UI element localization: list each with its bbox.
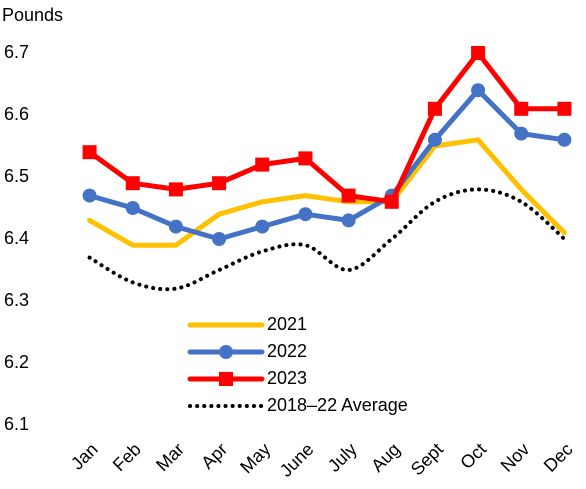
y-tick-label: 6.6: [4, 104, 29, 124]
data-point: [384, 194, 399, 209]
series-line: [87, 50, 567, 205]
data-point: [212, 176, 227, 191]
data-point: [471, 83, 486, 98]
x-tick-label: July: [324, 439, 361, 476]
legend-label: 2021: [267, 314, 307, 334]
x-tick-label: Nov: [497, 439, 534, 476]
data-point: [82, 145, 97, 160]
x-tick-label: Feb: [109, 439, 145, 475]
data-point: [298, 207, 313, 222]
legend-marker: [219, 372, 233, 386]
data-point: [427, 101, 442, 116]
x-tick-label: Sept: [407, 439, 447, 479]
y-tick-label: 6.4: [4, 228, 29, 248]
legend-label: 2023: [267, 368, 307, 388]
y-axis-label: Pounds: [2, 5, 63, 25]
series-line: [87, 87, 567, 242]
data-point: [255, 219, 270, 234]
x-tick-label: Apr: [197, 439, 231, 473]
data-point: [557, 132, 572, 147]
x-tick-label: Dec: [540, 439, 577, 476]
data-point: [212, 232, 227, 246]
data-point: [514, 126, 529, 141]
y-tick-label: 6.5: [4, 166, 29, 186]
y-tick-label: 6.3: [4, 290, 29, 310]
data-point: [341, 213, 356, 228]
data-point: [125, 201, 140, 215]
data-point: [82, 188, 97, 203]
y-tick-label: 6.1: [4, 414, 29, 434]
data-point: [168, 182, 183, 197]
x-tick-label: Jan: [67, 439, 102, 474]
data-point: [427, 132, 442, 147]
data-point: [471, 46, 486, 60]
data-point: [341, 188, 356, 203]
data-point: [514, 101, 529, 116]
y-tick-label: 6.2: [4, 352, 29, 372]
x-tick-label: May: [236, 439, 274, 477]
x-tick-label: Aug: [367, 439, 404, 476]
series-line: [87, 137, 567, 248]
data-point: [168, 219, 183, 234]
data-point: [125, 176, 140, 191]
legend-label: 2018–22 Average: [267, 395, 408, 415]
data-point: [255, 157, 270, 172]
y-tick-label: 6.7: [4, 42, 29, 62]
data-point: [298, 151, 313, 166]
data-point: [557, 101, 572, 116]
x-tick-label: Mar: [152, 439, 188, 475]
legend-marker: [219, 345, 233, 359]
series-line: [87, 187, 567, 292]
x-tick-label: June: [276, 439, 318, 481]
legend-label: 2022: [267, 341, 307, 361]
x-tick-label: Oct: [456, 439, 490, 473]
